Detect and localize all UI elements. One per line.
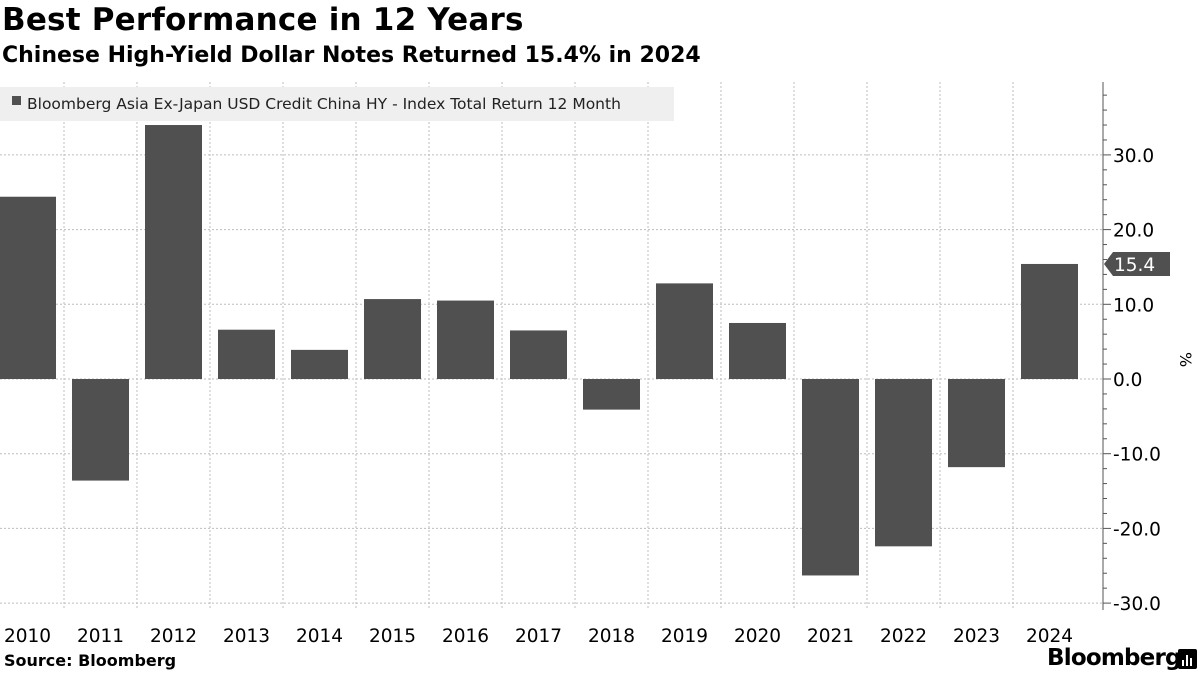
bar-2020 [729,322,786,379]
bar-2018 [583,379,640,410]
bar-2014 [291,349,348,379]
gridlines [0,82,1103,610]
bar-2013 [218,329,275,379]
x-tick-label: 2011 [77,626,124,647]
x-tick-label: 2018 [588,626,635,647]
y-tick-label: 10.0 [1113,295,1154,316]
chart-subtitle: Chinese High-Yield Dollar Notes Returned… [2,43,701,68]
bar-2015 [364,299,421,379]
x-tick-label: 2017 [515,626,562,647]
source-note: Source: Bloomberg [4,651,177,670]
legend-label: Bloomberg Asia Ex-Japan USD Credit China… [27,95,621,113]
bar-2016 [437,300,494,379]
y-tick-label: 20.0 [1113,221,1154,242]
x-tick-label: 2023 [953,626,1000,647]
bloomberg-icon [1178,649,1197,669]
x-tick-label: 2014 [296,626,343,647]
last-value-badge [1104,251,1170,276]
legend-background [0,87,674,121]
bars [0,125,1078,576]
x-tick-label: 2016 [442,626,489,647]
y-axis: 30.0 20.0 10.0 0.0 -10.0 -20.0 -30.0% [1102,82,1195,615]
y-tick-label: 0.0 [1113,370,1142,391]
y-tick-label: 30.0 [1113,146,1154,167]
y-tick-label: -30.0 [1113,594,1161,615]
x-tick-label: 2024 [1026,626,1073,647]
bar-2024 [1021,263,1078,379]
x-tick-label: 2012 [150,626,197,647]
legend: Bloomberg Asia Ex-Japan USD Credit China… [0,87,674,121]
bar-2021 [802,379,859,576]
bar-2011 [72,379,129,481]
y-axis-title: % [1176,352,1195,367]
last-value-label: 15.4 [1104,251,1170,276]
y-tick-label: -10.0 [1113,445,1161,466]
x-tick-label: 2021 [807,626,854,647]
x-tick-label: 2022 [880,626,927,647]
bar-2017 [510,330,567,379]
last-value-text: 15.4 [1114,255,1155,276]
legend-swatch [12,96,21,105]
x-tick-label: 2013 [223,626,270,647]
bar-2010 [0,196,56,379]
x-axis: 2010 2011 2012 2013 2014 2015 2016 2017 2018 2019… [4,626,1073,647]
bar-2023 [948,379,1005,468]
chart-title: Best Performance in 12 Years [2,2,524,38]
bar-2012 [145,125,202,380]
x-tick-label: 2020 [734,626,781,647]
y-tick-label: -20.0 [1113,519,1161,540]
bar-2022 [875,379,932,547]
brand-logo: Bloomberg [1047,645,1181,671]
x-tick-label: 2015 [369,626,416,647]
x-tick-label: 2019 [661,626,708,647]
bar-2019 [656,283,713,379]
x-tick-label: 2010 [4,626,51,647]
